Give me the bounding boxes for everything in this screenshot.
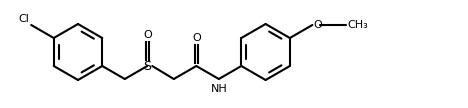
Text: NH: NH xyxy=(211,84,227,94)
Text: O: O xyxy=(192,33,201,43)
Text: Cl: Cl xyxy=(18,14,29,24)
Text: O: O xyxy=(314,20,322,30)
Text: S: S xyxy=(143,60,151,72)
Text: CH₃: CH₃ xyxy=(347,20,368,30)
Text: O: O xyxy=(143,30,152,40)
